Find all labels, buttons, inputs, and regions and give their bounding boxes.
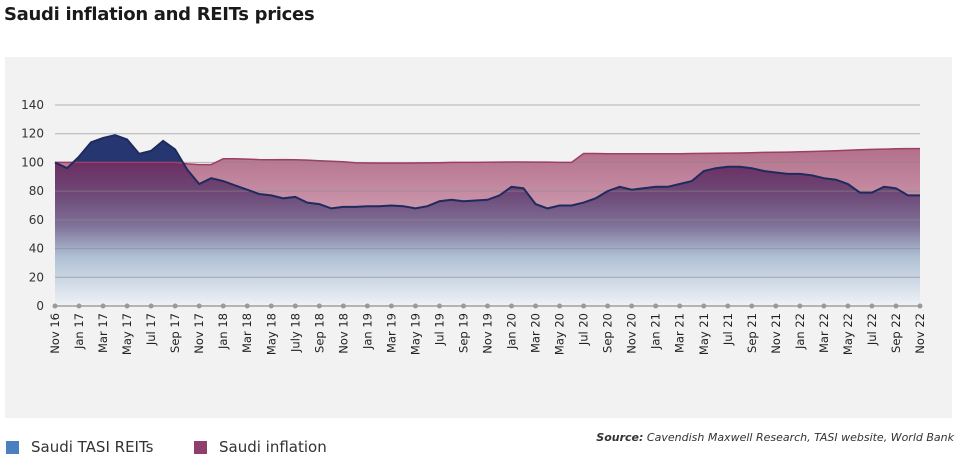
x-tick-label: Jul 17 bbox=[144, 313, 158, 346]
x-tick-dot bbox=[292, 303, 298, 309]
legend-label-reits: Saudi TASI REITs bbox=[31, 438, 154, 456]
x-tick-label: July 18 bbox=[288, 313, 302, 353]
x-tick-label: Jan 22 bbox=[793, 313, 807, 350]
x-tick-dot bbox=[172, 303, 178, 309]
x-tick-label: Jul 21 bbox=[721, 313, 735, 346]
x-tick-dot bbox=[797, 303, 803, 309]
x-tick-dot bbox=[124, 303, 130, 309]
x-tick-dot bbox=[509, 303, 515, 309]
y-tick-label: 100 bbox=[21, 155, 44, 169]
x-tick-label: Jan 19 bbox=[360, 313, 374, 350]
x-tick-label: Mar 18 bbox=[240, 313, 254, 353]
x-tick-dot bbox=[244, 303, 250, 309]
x-tick-label: Nov 20 bbox=[625, 313, 639, 354]
legend-swatch-reits bbox=[6, 440, 19, 454]
x-tick-label: Mar 19 bbox=[384, 313, 398, 353]
y-tick-label: 40 bbox=[29, 242, 44, 256]
x-tick-dot bbox=[845, 303, 851, 309]
x-tick-dot bbox=[485, 303, 490, 309]
y-tick-label: 140 bbox=[21, 98, 44, 112]
x-tick-dot bbox=[773, 303, 779, 309]
x-tick-dot bbox=[653, 303, 659, 309]
x-tick-label: Jan 20 bbox=[505, 313, 519, 350]
x-tick-label: Sep 17 bbox=[168, 313, 182, 353]
x-tick-dot bbox=[917, 303, 923, 309]
source-label: Source: bbox=[596, 431, 644, 444]
x-tick-label: May 17 bbox=[120, 313, 134, 355]
x-tick-label: May 20 bbox=[553, 313, 567, 355]
x-tick-label: Mar 21 bbox=[673, 313, 687, 353]
x-tick-dot bbox=[76, 303, 82, 309]
x-tick-dot bbox=[268, 303, 274, 309]
x-tick-dot bbox=[52, 303, 58, 309]
x-tick-dot bbox=[629, 303, 635, 309]
x-tick-dot bbox=[100, 303, 106, 309]
legend-item-reits: Saudi TASI REITs bbox=[6, 438, 153, 456]
source-note: Source: Cavendish Maxwell Research, TASI… bbox=[596, 431, 954, 444]
x-tick-dot bbox=[893, 303, 899, 309]
x-tick-label: Nov 22 bbox=[913, 313, 927, 354]
x-tick-dot bbox=[749, 303, 755, 309]
x-tick-label: Nov 17 bbox=[192, 313, 206, 354]
x-tick-dot bbox=[220, 303, 226, 309]
x-tick-dot bbox=[605, 303, 611, 309]
x-tick-label: Sep 18 bbox=[312, 313, 326, 353]
x-tick-dot bbox=[364, 303, 370, 309]
y-tick-label: 120 bbox=[21, 127, 44, 141]
x-tick-dot bbox=[869, 303, 875, 309]
x-tick-dot bbox=[316, 303, 322, 309]
x-tick-label: Sep 22 bbox=[889, 313, 903, 353]
x-tick-dot bbox=[701, 303, 707, 309]
inflation-line bbox=[55, 147, 920, 166]
x-tick-dot bbox=[533, 303, 539, 309]
x-tick-label: Jul 22 bbox=[865, 313, 879, 346]
reits-line bbox=[54, 134, 920, 210]
x-tick-label: May 19 bbox=[408, 313, 422, 355]
x-tick-label: Jan 21 bbox=[649, 313, 663, 350]
reits-area bbox=[55, 135, 920, 306]
x-tick-dot bbox=[821, 303, 827, 309]
x-tick-dot bbox=[436, 303, 442, 309]
x-tick-dot bbox=[412, 303, 418, 309]
x-tick-label: Mar 20 bbox=[529, 313, 543, 353]
x-tick-label: Mar 17 bbox=[96, 313, 110, 353]
x-tick-label: May 22 bbox=[841, 313, 855, 355]
y-tick-label: 80 bbox=[29, 184, 44, 198]
legend-swatch-inflation bbox=[194, 440, 207, 454]
source-text: Cavendish Maxwell Research, TASI website… bbox=[646, 431, 954, 444]
x-tick-label: Sep 19 bbox=[456, 313, 470, 353]
x-tick-label: Nov 21 bbox=[769, 313, 783, 354]
x-tick-label: Nov 16 bbox=[48, 313, 62, 354]
x-tick-label: Jan 18 bbox=[216, 313, 230, 350]
x-tick-label: Sep 20 bbox=[601, 313, 615, 353]
x-tick-label: Mar 22 bbox=[817, 313, 831, 353]
x-tick-label: Jul 19 bbox=[432, 313, 446, 346]
x-tick-dot bbox=[581, 303, 587, 309]
x-tick-dot bbox=[460, 303, 466, 309]
y-tick-label: 20 bbox=[29, 270, 44, 284]
x-tick-dot bbox=[196, 303, 202, 309]
x-tick-dot bbox=[725, 303, 731, 309]
x-tick-label: Nov 18 bbox=[336, 313, 350, 354]
x-tick-label: May 21 bbox=[697, 313, 711, 355]
legend-item-inflation: Saudi inflation bbox=[194, 438, 327, 456]
legend-label-inflation: Saudi inflation bbox=[219, 438, 327, 456]
x-tick-dot bbox=[148, 303, 154, 309]
x-tick-label: Jan 17 bbox=[72, 313, 86, 350]
x-tick-label: Nov 19 bbox=[481, 313, 495, 354]
x-tick-label: Sep 21 bbox=[745, 313, 759, 353]
x-tick-dot bbox=[557, 303, 563, 309]
x-tick-dot bbox=[677, 303, 683, 309]
x-tick-label: Jul 20 bbox=[577, 313, 591, 346]
x-tick-dot bbox=[340, 303, 346, 309]
chart-title: Saudi inflation and REITs prices bbox=[4, 4, 315, 25]
y-tick-label: 60 bbox=[29, 213, 44, 227]
x-tick-dot bbox=[388, 303, 394, 309]
y-tick-label: 0 bbox=[36, 299, 44, 313]
x-tick-label: May 18 bbox=[264, 313, 278, 355]
